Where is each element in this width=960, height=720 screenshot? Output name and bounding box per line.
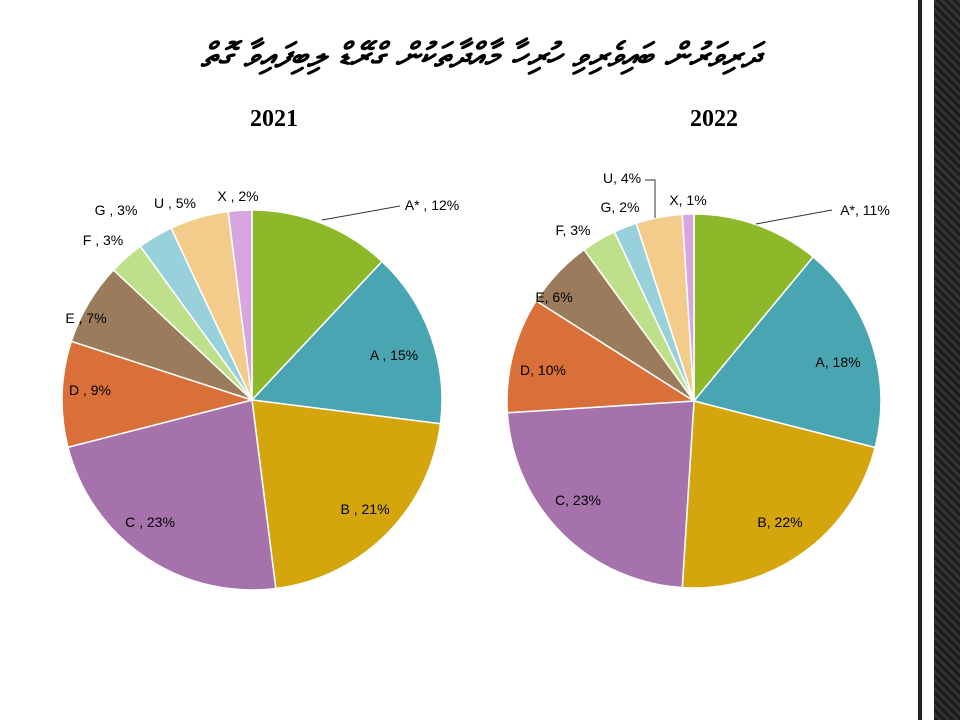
pie-2021-label-U: U , 5% [154, 195, 196, 211]
pie-2021-label-A: A , 15% [370, 347, 418, 363]
pie-2022-label-G: G, 2% [601, 199, 640, 215]
pie-2022-label-C: C, 23% [555, 492, 601, 508]
pie-2021-slice-B [251, 399, 442, 590]
chart-title-2021: 2021 [250, 106, 298, 132]
pie-2022-label-A: A, 18% [815, 354, 860, 370]
pie-2022-label-U: U, 4% [603, 170, 641, 186]
pie-2021-slice-A [250, 260, 443, 425]
leader-line [321, 205, 401, 221]
pie-2022-slice-A [692, 255, 882, 449]
pie-2021-slice-X [227, 209, 253, 401]
pie-2021-label-A*: A* , 12% [405, 197, 459, 213]
pie-2022-slice-A* [693, 213, 815, 404]
pie-2022-slice-B [681, 400, 877, 589]
leader-line [645, 179, 656, 218]
pie-2021-slice-D [61, 340, 255, 449]
decorative-stripe [918, 0, 922, 720]
pie-2022-label-A*: A*, 11% [840, 202, 890, 218]
pie-2021-label-X: X , 2% [217, 188, 258, 204]
decorative-edge [934, 0, 960, 720]
leader-line [755, 209, 833, 225]
pie-2021-slice-A* [251, 209, 384, 402]
pie-2022-label-E: E, 6% [535, 289, 572, 305]
slide-title: ދަރިވަރުން ބައިވެރިވި ހުރިހާ މާއްދާތަކުނ… [200, 36, 760, 76]
pie-2021-label-G: G , 3% [95, 202, 138, 218]
pie-2021-label-C: C , 23% [125, 514, 175, 530]
pie-2022-label-B: B, 22% [757, 514, 802, 530]
pie-2022-slice-X [681, 213, 695, 402]
pie-2021-label-F: F , 3% [83, 232, 123, 248]
pie-2021-label-E: E , 7% [65, 310, 106, 326]
pie-2022-slice-D [506, 299, 697, 414]
chart-title-2022: 2022 [690, 106, 738, 132]
pie-2021-label-D: D , 9% [69, 382, 111, 398]
pie-2022-label-F: F, 3% [555, 222, 590, 238]
pie-2021-label-B: B , 21% [340, 501, 389, 517]
pie-2022-label-X: X, 1% [669, 192, 706, 208]
pie-2021-slice-C [67, 399, 277, 591]
pie-2022-slice-C [506, 400, 695, 589]
pie-2022-label-D: D, 10% [520, 362, 566, 378]
